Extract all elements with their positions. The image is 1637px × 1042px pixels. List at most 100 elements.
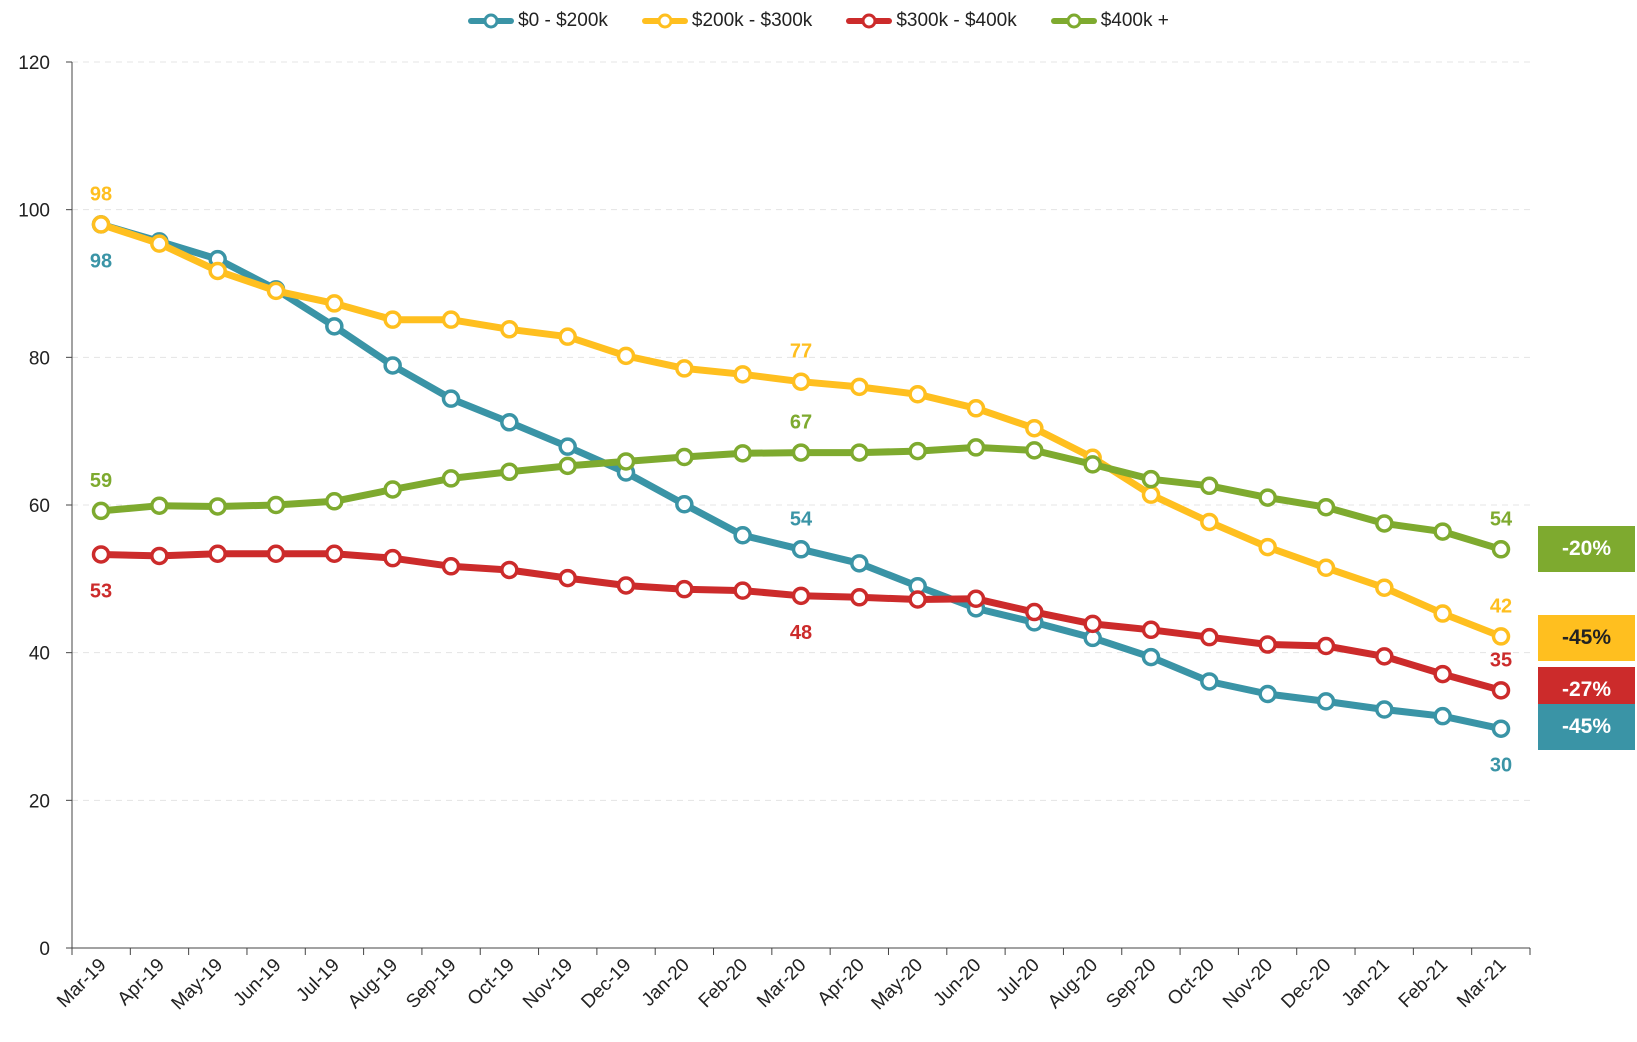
- data-point: [91, 215, 111, 234]
- data-label: 98: [90, 183, 112, 205]
- x-tick-label: Aug-20: [1044, 955, 1102, 1013]
- data-point: [908, 385, 927, 404]
- x-tick-label: Mar-21: [1453, 955, 1510, 1012]
- data-label: 35: [1490, 649, 1512, 671]
- data-point: [1375, 578, 1394, 597]
- data-point: [558, 437, 577, 456]
- data-point: [1491, 681, 1511, 700]
- x-tick-label: Apr-20: [814, 955, 869, 1010]
- data-point: [1200, 476, 1219, 496]
- x-tick-label: Mar-19: [53, 955, 110, 1012]
- data-point: [500, 560, 519, 580]
- data-point: [500, 320, 519, 339]
- legend-label: $200k - $300k: [691, 10, 813, 31]
- data-point: [908, 590, 927, 609]
- data-point: [325, 317, 344, 336]
- data-point: [1025, 441, 1044, 460]
- change-badge: -20%: [1538, 526, 1635, 573]
- data-point: [1258, 488, 1277, 507]
- data-point: [850, 377, 869, 397]
- data-point: [1433, 664, 1452, 684]
- data-point: [1200, 512, 1219, 532]
- data-point: [441, 310, 461, 329]
- data-point: [441, 557, 461, 576]
- legend-swatch: [641, 13, 688, 29]
- data-point: [1491, 719, 1511, 738]
- x-tick-label: Jul-20: [992, 955, 1043, 1006]
- legend-item: $300k - $400k: [846, 10, 1017, 32]
- data-point: [1258, 537, 1277, 557]
- data-label: 53: [90, 580, 112, 602]
- data-point: [441, 469, 461, 488]
- data-point: [966, 589, 986, 609]
- data-point: [325, 294, 344, 313]
- legend-swatch: [468, 13, 515, 29]
- data-point: [1316, 636, 1336, 656]
- legend-item: $0 - $200k: [468, 10, 608, 32]
- data-point: [1025, 602, 1044, 622]
- data-label: 67: [790, 412, 812, 434]
- legend-label: $0 - $200k: [518, 10, 608, 31]
- y-tick-label: 80: [29, 348, 50, 369]
- data-point: [441, 389, 461, 408]
- data-point: [1200, 672, 1219, 691]
- data-point: [266, 495, 286, 515]
- y-tick-label: 40: [29, 644, 50, 665]
- data-point: [208, 544, 227, 563]
- data-label: 54: [790, 508, 813, 530]
- data-point: [383, 356, 402, 375]
- data-point: [1316, 558, 1336, 578]
- data-point: [1083, 455, 1102, 474]
- data-point: [1491, 540, 1511, 559]
- data-point: [1200, 627, 1219, 647]
- data-point: [1433, 522, 1452, 541]
- legend-swatch: [1050, 13, 1097, 29]
- x-tick-label: Apr-19: [114, 955, 169, 1010]
- data-point: [383, 310, 402, 329]
- data-point: [966, 399, 986, 418]
- data-point: [558, 327, 577, 346]
- x-tick-label: Sep-19: [402, 955, 460, 1013]
- data-point: [966, 438, 986, 457]
- x-tick-label: Oct-19: [464, 955, 519, 1010]
- data-label: 42: [1490, 595, 1512, 617]
- data-point: [1375, 700, 1394, 719]
- x-tick-label: Sep-20: [1102, 955, 1160, 1013]
- data-point: [150, 234, 169, 253]
- legend-label: $400k +: [1100, 10, 1169, 31]
- series-line: [97, 443, 1505, 553]
- data-point: [383, 480, 402, 499]
- data-point: [150, 496, 169, 515]
- data-label: 30: [1490, 755, 1512, 777]
- x-tick-label: Dec-19: [577, 955, 635, 1013]
- data-point: [733, 526, 752, 545]
- data-point: [675, 579, 694, 599]
- change-badges: -20% -45% -27% -45%: [1538, 0, 1635, 1037]
- x-tick-label: Dec-20: [1277, 955, 1335, 1013]
- legend-item: $200k - $300k: [641, 10, 813, 32]
- data-point: [558, 568, 577, 588]
- data-point: [208, 261, 227, 281]
- data-label: 98: [90, 250, 112, 272]
- data-point: [733, 365, 752, 384]
- x-tick-label: Feb-21: [1395, 955, 1452, 1012]
- y-tick-label: 60: [29, 496, 50, 517]
- change-badge: -45%: [1538, 614, 1635, 661]
- legend-item: $400k +: [1050, 10, 1169, 32]
- data-point: [558, 456, 577, 476]
- data-point: [500, 462, 519, 482]
- y-tick-label: 120: [18, 53, 50, 74]
- data-point: [850, 443, 869, 462]
- data-point: [1316, 497, 1336, 517]
- data-point: [325, 492, 344, 511]
- data-point: [1141, 469, 1161, 489]
- data-point: [675, 359, 694, 378]
- y-tick-label: 100: [18, 201, 50, 222]
- x-tick-label: Jun-19: [230, 955, 286, 1011]
- data-point: [791, 372, 811, 391]
- legend-swatch: [846, 13, 893, 29]
- data-point: [1025, 418, 1044, 438]
- data-point: [1316, 692, 1336, 711]
